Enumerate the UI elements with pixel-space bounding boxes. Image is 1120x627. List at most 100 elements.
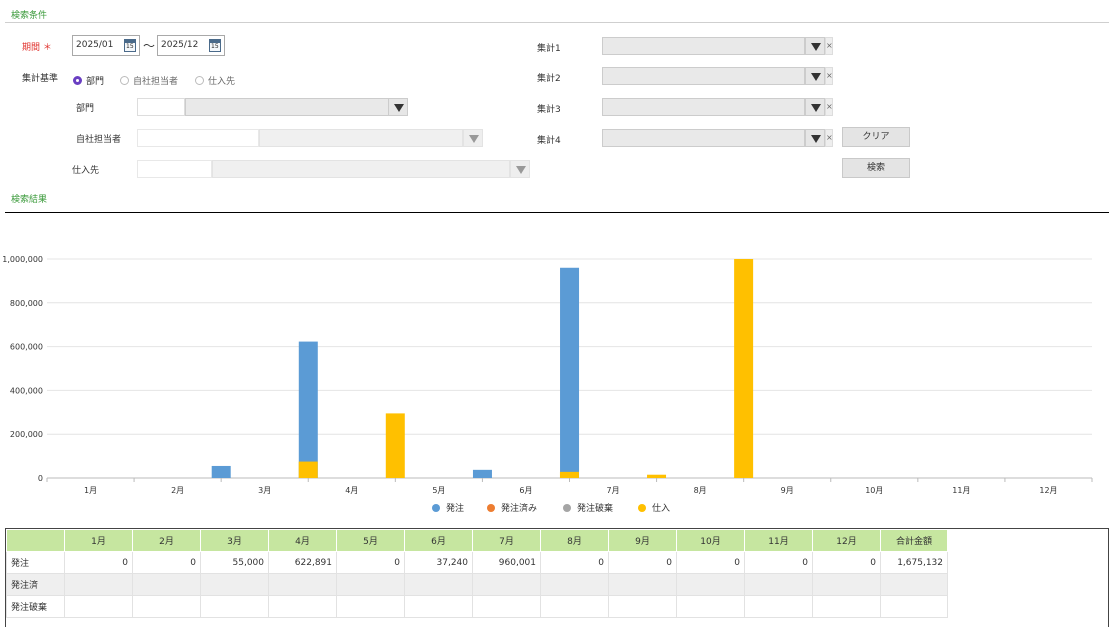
table-cell: 960,001 [472, 551, 541, 574]
y-tick-label: 1,000,000 [2, 255, 43, 264]
radio-staff[interactable]: 自社担当者 [120, 70, 178, 89]
agg3-dropdown-button[interactable] [805, 98, 825, 116]
results-table-frame: 1月 2月 3月 4月 5月 6月 7月 8月 9月 10月 11月 12月 合計金額 発注 0 0 55,00… [5, 528, 1109, 627]
supplier-filter-label: 仕入先 [72, 166, 100, 176]
table-cell: 55,000 [200, 551, 269, 574]
table-cell [200, 573, 269, 596]
table-cell [336, 595, 405, 618]
triangle-down-icon [811, 43, 821, 51]
table-row: 発注破棄 [6, 595, 948, 618]
agg3-clear-x[interactable]: × [825, 98, 833, 116]
bar-3-series-1 [211, 465, 231, 478]
table-cell: 0 [132, 551, 201, 574]
agg4-dropdown-button[interactable] [805, 129, 825, 147]
table-cell: 0 [64, 551, 133, 574]
table-cell [608, 573, 677, 596]
table-cell: 1,675,132 [880, 551, 948, 574]
results-section-divider [5, 212, 1109, 213]
x-tick-label: 4月 [345, 486, 358, 495]
y-tick-label: 200,000 [10, 430, 43, 439]
agg2-dropdown-button[interactable] [805, 67, 825, 85]
bar-8-series-4 [734, 259, 754, 478]
search-button[interactable]: 検索 [842, 158, 910, 178]
agg3-select[interactable] [602, 98, 805, 116]
search-section-divider [5, 22, 1109, 23]
period-to-field[interactable]: 2025/12 15 [157, 35, 225, 56]
calendar-icon[interactable]: 15 [209, 39, 221, 52]
dept-select[interactable] [185, 98, 389, 116]
legend-label: 発注 [446, 502, 464, 514]
table-cell [608, 595, 677, 618]
bar-4-series-4 [385, 413, 405, 478]
legend-marker [487, 504, 495, 512]
supplier-code-input[interactable] [137, 160, 212, 178]
staff-dropdown-button[interactable] [463, 129, 483, 147]
triangle-down-icon [469, 135, 479, 143]
column-header: 6月 [404, 529, 473, 552]
legend-label: 発注破棄 [577, 502, 613, 514]
table-cell [268, 595, 337, 618]
table-cell [132, 595, 201, 618]
dept-dropdown-button[interactable] [388, 98, 408, 116]
table-row: 発注済 [6, 573, 948, 596]
table-cell [540, 573, 609, 596]
x-tick-label: 10月 [865, 486, 883, 495]
table-header-row: 1月 2月 3月 4月 5月 6月 7月 8月 9月 10月 11月 12月 合計金額 [6, 529, 948, 552]
table-cell: 0 [336, 551, 405, 574]
table-cell [64, 595, 133, 618]
bar-3-series-4 [298, 461, 318, 478]
agg2-clear-x[interactable]: × [825, 67, 833, 85]
results-section-title: 検索結果 [11, 195, 48, 205]
table-cell [540, 595, 609, 618]
table-cell [676, 573, 745, 596]
column-header: 7月 [472, 529, 541, 552]
table-cell: 37,240 [404, 551, 473, 574]
table-cell: 0 [676, 551, 745, 574]
bar-7-series-4 [647, 474, 667, 478]
agg2-select[interactable] [602, 67, 805, 85]
table-cell [880, 573, 948, 596]
table-cell [336, 573, 405, 596]
agg4-clear-x[interactable]: × [825, 129, 833, 147]
y-tick-label: 0 [38, 474, 43, 483]
table-cell: 0 [812, 551, 881, 574]
agg1-dropdown-button[interactable] [805, 37, 825, 55]
search-section-title: 検索条件 [11, 11, 48, 21]
row-label: 発注済 [6, 573, 65, 596]
legend-label: 発注済み [501, 502, 537, 514]
clear-button[interactable]: クリア [842, 127, 910, 147]
table-cell [472, 573, 541, 596]
agg4-label: 集計4 [537, 136, 561, 146]
row-label: 発注 [6, 551, 65, 574]
radio-staff-indicator[interactable] [120, 76, 129, 85]
table-cell [744, 573, 813, 596]
staff-select[interactable] [259, 129, 463, 147]
triangle-down-icon [811, 73, 821, 81]
x-tick-label: 6月 [519, 486, 532, 495]
y-tick-label: 800,000 [10, 299, 43, 308]
radio-supplier-indicator[interactable] [195, 76, 204, 85]
agg1-clear-x[interactable]: × [825, 37, 833, 55]
radio-dept[interactable]: 部門 [73, 70, 104, 89]
staff-code-input[interactable] [137, 129, 259, 147]
table-cell [744, 595, 813, 618]
agg2-label: 集計2 [537, 74, 561, 84]
agg1-select[interactable] [602, 37, 805, 55]
x-tick-label: 5月 [432, 486, 445, 495]
supplier-select[interactable] [212, 160, 510, 178]
radio-dept-indicator[interactable] [73, 76, 82, 85]
dept-code-input[interactable] [137, 98, 185, 116]
table-cell [472, 595, 541, 618]
bar-6-series-4 [559, 471, 579, 478]
period-label: 期間 ＊ [22, 43, 52, 53]
agg4-select[interactable] [602, 129, 805, 147]
radio-supplier[interactable]: 仕入先 [195, 70, 235, 89]
table-cell: 0 [540, 551, 609, 574]
calendar-icon[interactable]: 15 [124, 39, 136, 52]
period-from-field[interactable]: 2025/01 15 [72, 35, 140, 56]
supplier-dropdown-button[interactable] [510, 160, 530, 178]
agg3-label: 集計3 [537, 105, 561, 115]
bar-6-series-1 [472, 469, 492, 478]
legend-marker [432, 504, 440, 512]
table-cell [268, 573, 337, 596]
